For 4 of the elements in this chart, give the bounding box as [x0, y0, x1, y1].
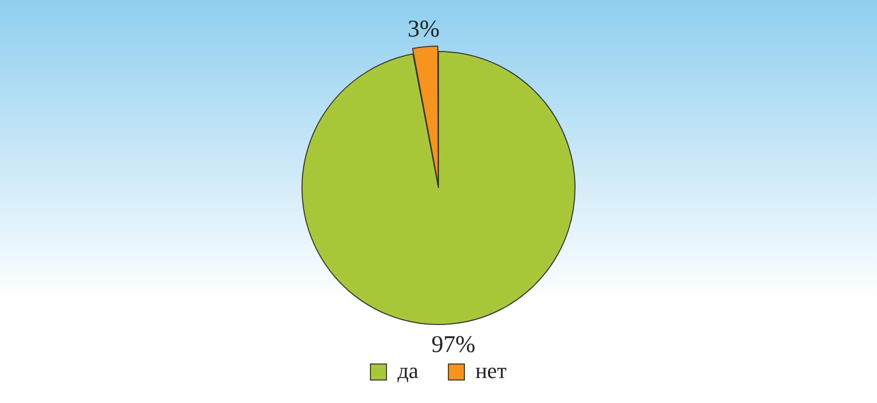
data-label: 3%: [408, 16, 440, 42]
legend-label: да: [397, 358, 419, 383]
data-label: 97%: [431, 332, 476, 358]
legend-label: нет: [475, 358, 507, 383]
